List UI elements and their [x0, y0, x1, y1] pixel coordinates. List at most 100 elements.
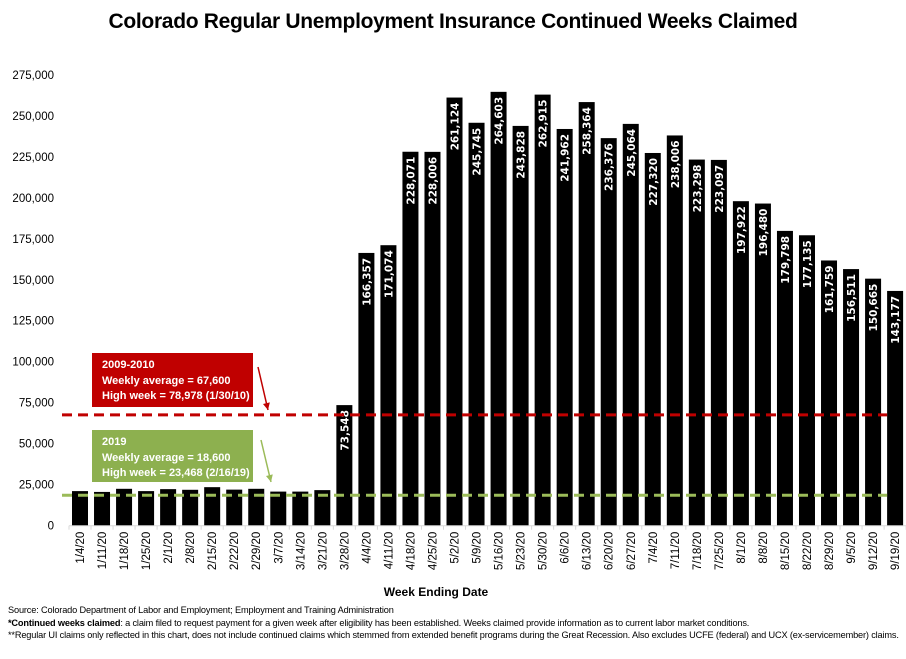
bar [843, 269, 860, 526]
bar-data-label: 179,798 [780, 236, 792, 284]
x-tick-label: 2/8/20 [185, 532, 197, 564]
bar [865, 278, 882, 526]
bar-data-label: 261,124 [450, 103, 462, 151]
x-tick-label: 9/12/20 [868, 532, 880, 570]
bar-data-label: 243,828 [516, 131, 528, 179]
x-tick-label: 1/25/20 [141, 532, 153, 570]
bar [270, 491, 287, 526]
bar [534, 94, 551, 526]
bar [732, 201, 749, 526]
bar [578, 102, 595, 526]
bar [754, 203, 771, 526]
bar [600, 138, 617, 526]
arrow-2019 [260, 439, 272, 483]
bar [248, 488, 265, 526]
bar-data-label: 228,071 [405, 157, 417, 205]
bar-data-label: 73,548 [339, 410, 351, 451]
y-tick-label: 200,000 [12, 193, 54, 205]
bar [512, 125, 529, 526]
bar [314, 490, 331, 526]
x-tick-label: 9/19/20 [890, 532, 902, 570]
exclusion-note: **Regular UI claims only reflected in th… [8, 630, 899, 640]
bar [776, 230, 793, 526]
bar [887, 290, 904, 526]
bar [821, 260, 838, 526]
annotation-2009-2010-line: 2009-2010 [102, 359, 155, 371]
y-tick-label: 250,000 [12, 111, 54, 123]
bar [446, 97, 463, 526]
x-tick-label: 8/22/20 [802, 532, 814, 570]
bar-data-label: 171,074 [383, 250, 395, 298]
x-tick-label: 6/13/20 [582, 532, 594, 570]
bar-data-label: 258,364 [582, 107, 594, 155]
x-tick-label: 4/11/20 [383, 532, 395, 570]
bar-data-label: 196,480 [758, 209, 770, 257]
bar [358, 252, 375, 526]
x-tick-label: 8/29/20 [824, 532, 836, 570]
annotation-arrows [257, 366, 273, 483]
definition-note: *Continued weeks claimed: a claim filed … [8, 617, 903, 630]
bar [666, 135, 683, 526]
y-tick-label: 0 [48, 521, 54, 533]
x-tick-label: 5/2/20 [450, 532, 462, 564]
bar-data-label: 197,922 [736, 206, 748, 254]
bar-data-label: 227,320 [648, 158, 660, 206]
annotation-2009-2010-line: Weekly average = 67,600 [102, 374, 231, 387]
bar [556, 128, 573, 526]
x-axis: 1/4/20 1/11/20 1/18/20 1/25/20 2/1/20 2/8/20 2… [68, 525, 906, 570]
annotation-2019-line: Weekly average = 18,600 [102, 451, 231, 464]
x-axis-title: Week Ending Date [384, 585, 489, 599]
arrow-2009-2010-head [263, 402, 270, 410]
bar-data-label: 245,745 [472, 128, 484, 176]
bar [72, 491, 88, 526]
x-tick-label: 1/11/20 [97, 532, 109, 570]
x-tick-label: 2/15/20 [207, 532, 219, 570]
definition-text: : a claim filed to request payment for a… [120, 617, 750, 628]
x-tick-label: 5/9/20 [472, 532, 484, 564]
bar [160, 489, 177, 526]
bar [138, 491, 155, 526]
arrow-2019-head [265, 474, 273, 482]
arrow-2009-2010 [257, 366, 269, 411]
y-tick-label: 275,000 [12, 70, 54, 82]
bar [710, 159, 727, 526]
x-tick-label: 4/18/20 [405, 532, 417, 570]
bar [380, 245, 397, 526]
x-tick-label: 2/29/20 [251, 532, 263, 570]
bar [424, 151, 441, 526]
source-note: Source: Colorado Department of Labor and… [8, 605, 394, 615]
x-tick-label: 8/8/20 [758, 532, 770, 564]
x-tick-label: 6/20/20 [604, 532, 616, 570]
y-tick-label: 100,000 [12, 357, 54, 369]
y-tick-label: 125,000 [12, 316, 54, 328]
y-tick-label: 225,000 [12, 152, 54, 164]
bar-data-label: 166,357 [361, 258, 373, 306]
bar-data-label: 228,006 [427, 157, 439, 205]
bar [688, 159, 705, 526]
x-tick-label: 7/11/20 [670, 532, 682, 570]
bar-data-label: 143,177 [890, 296, 902, 344]
x-tick-label: 4/4/20 [361, 532, 373, 564]
x-tick-label: 1/4/20 [75, 532, 87, 564]
chart-footer: Source: Colorado Department of Labor and… [8, 604, 903, 642]
x-tick-label: 8/15/20 [780, 532, 792, 570]
x-tick-label: 3/7/20 [273, 532, 285, 564]
bar-data-label: 223,097 [714, 165, 726, 213]
bar [798, 235, 815, 526]
annotation-2019: 2019 Weekly average = 18,600 High week =… [92, 430, 253, 482]
x-tick-label: 5/30/20 [538, 532, 550, 570]
bar [402, 151, 419, 526]
x-tick-label: 9/5/20 [846, 532, 858, 564]
bar-data-label: 223,298 [692, 165, 704, 213]
x-tick-label: 3/14/20 [295, 532, 307, 570]
bar [644, 152, 661, 526]
x-tick-label: 2/22/20 [229, 532, 241, 570]
bar [116, 488, 133, 526]
x-tick-label: 5/23/20 [516, 532, 528, 570]
x-tick-label: 7/4/20 [648, 532, 660, 564]
bar-data-label: 150,665 [868, 284, 880, 332]
annotation-2009-2010-line: High week = 78,978 (1/30/10) [102, 390, 250, 402]
bar [292, 491, 309, 526]
x-tick-label: 4/25/20 [427, 532, 439, 570]
